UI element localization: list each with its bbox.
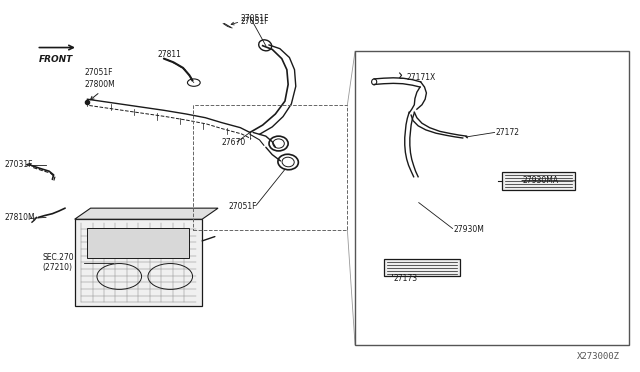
Bar [88, 228, 189, 258]
Text: 27811: 27811 [157, 51, 181, 60]
Text: 27172: 27172 [495, 128, 519, 137]
Text: 27670: 27670 [221, 138, 246, 147]
Text: (27210): (27210) [43, 263, 73, 272]
Bar [75, 219, 202, 306]
Text: X273000Z: X273000Z [577, 352, 620, 361]
Bar [355, 51, 629, 345]
Text: 27173: 27173 [394, 274, 417, 283]
Text: 27930M: 27930M [454, 225, 484, 234]
Text: SEC.270: SEC.270 [43, 253, 74, 263]
Bar [384, 259, 460, 276]
Text: 27171X: 27171X [406, 73, 435, 82]
Bar [193, 105, 348, 230]
Text: FRONT: FRONT [38, 55, 73, 64]
Text: 27051F: 27051F [229, 202, 257, 211]
Text: 27800M: 27800M [84, 80, 115, 89]
Text: 27051F: 27051F [84, 68, 113, 77]
Polygon shape [75, 208, 218, 219]
Bar [502, 172, 575, 190]
Text: 27051F: 27051F [241, 17, 269, 26]
Text: 27051F: 27051F [241, 13, 269, 22]
Text: 27930MA: 27930MA [523, 176, 559, 185]
Text: 27810M: 27810M [4, 213, 35, 222]
Text: 27031F: 27031F [4, 160, 33, 169]
